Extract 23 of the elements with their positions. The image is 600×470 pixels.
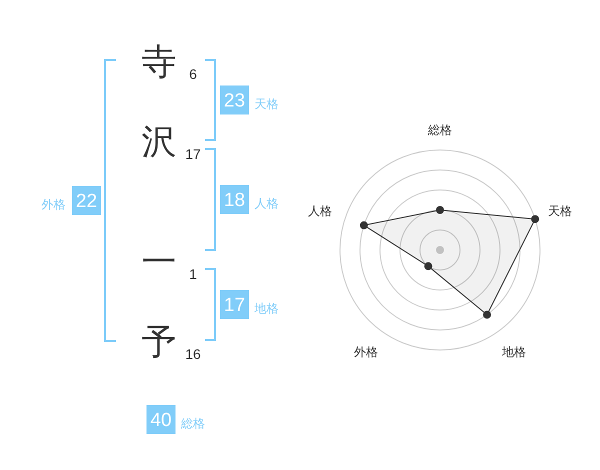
data-label: 18 (224, 190, 246, 211)
category-label: 総格 (180, 416, 205, 430)
category-label: 天格 (254, 97, 278, 111)
data-label: 17 (185, 146, 201, 162)
category-label: 地格 (254, 302, 278, 316)
data-label: 40 (150, 410, 172, 431)
category-label: 一 (142, 242, 176, 282)
data-label: 6 (189, 66, 198, 82)
data-label: 16 (185, 346, 201, 362)
data-label: 23 (224, 90, 246, 112)
category-label: 寺 (142, 42, 176, 82)
data-label: 1 (189, 266, 198, 282)
category-label: 外格 (42, 198, 66, 212)
category-label: 予 (142, 322, 176, 362)
category-label: 沢 (142, 122, 176, 162)
spoke-label: 天格 (548, 204, 572, 218)
data-label: 22 (76, 191, 98, 212)
category-label: 人格 (254, 196, 278, 210)
spoke-label: 人格 (308, 204, 332, 218)
spoke-label: 地格 (501, 344, 526, 359)
data-label: 17 (224, 295, 246, 316)
spoke-label: 外格 (354, 344, 378, 359)
spoke-label: 総格 (427, 123, 452, 137)
